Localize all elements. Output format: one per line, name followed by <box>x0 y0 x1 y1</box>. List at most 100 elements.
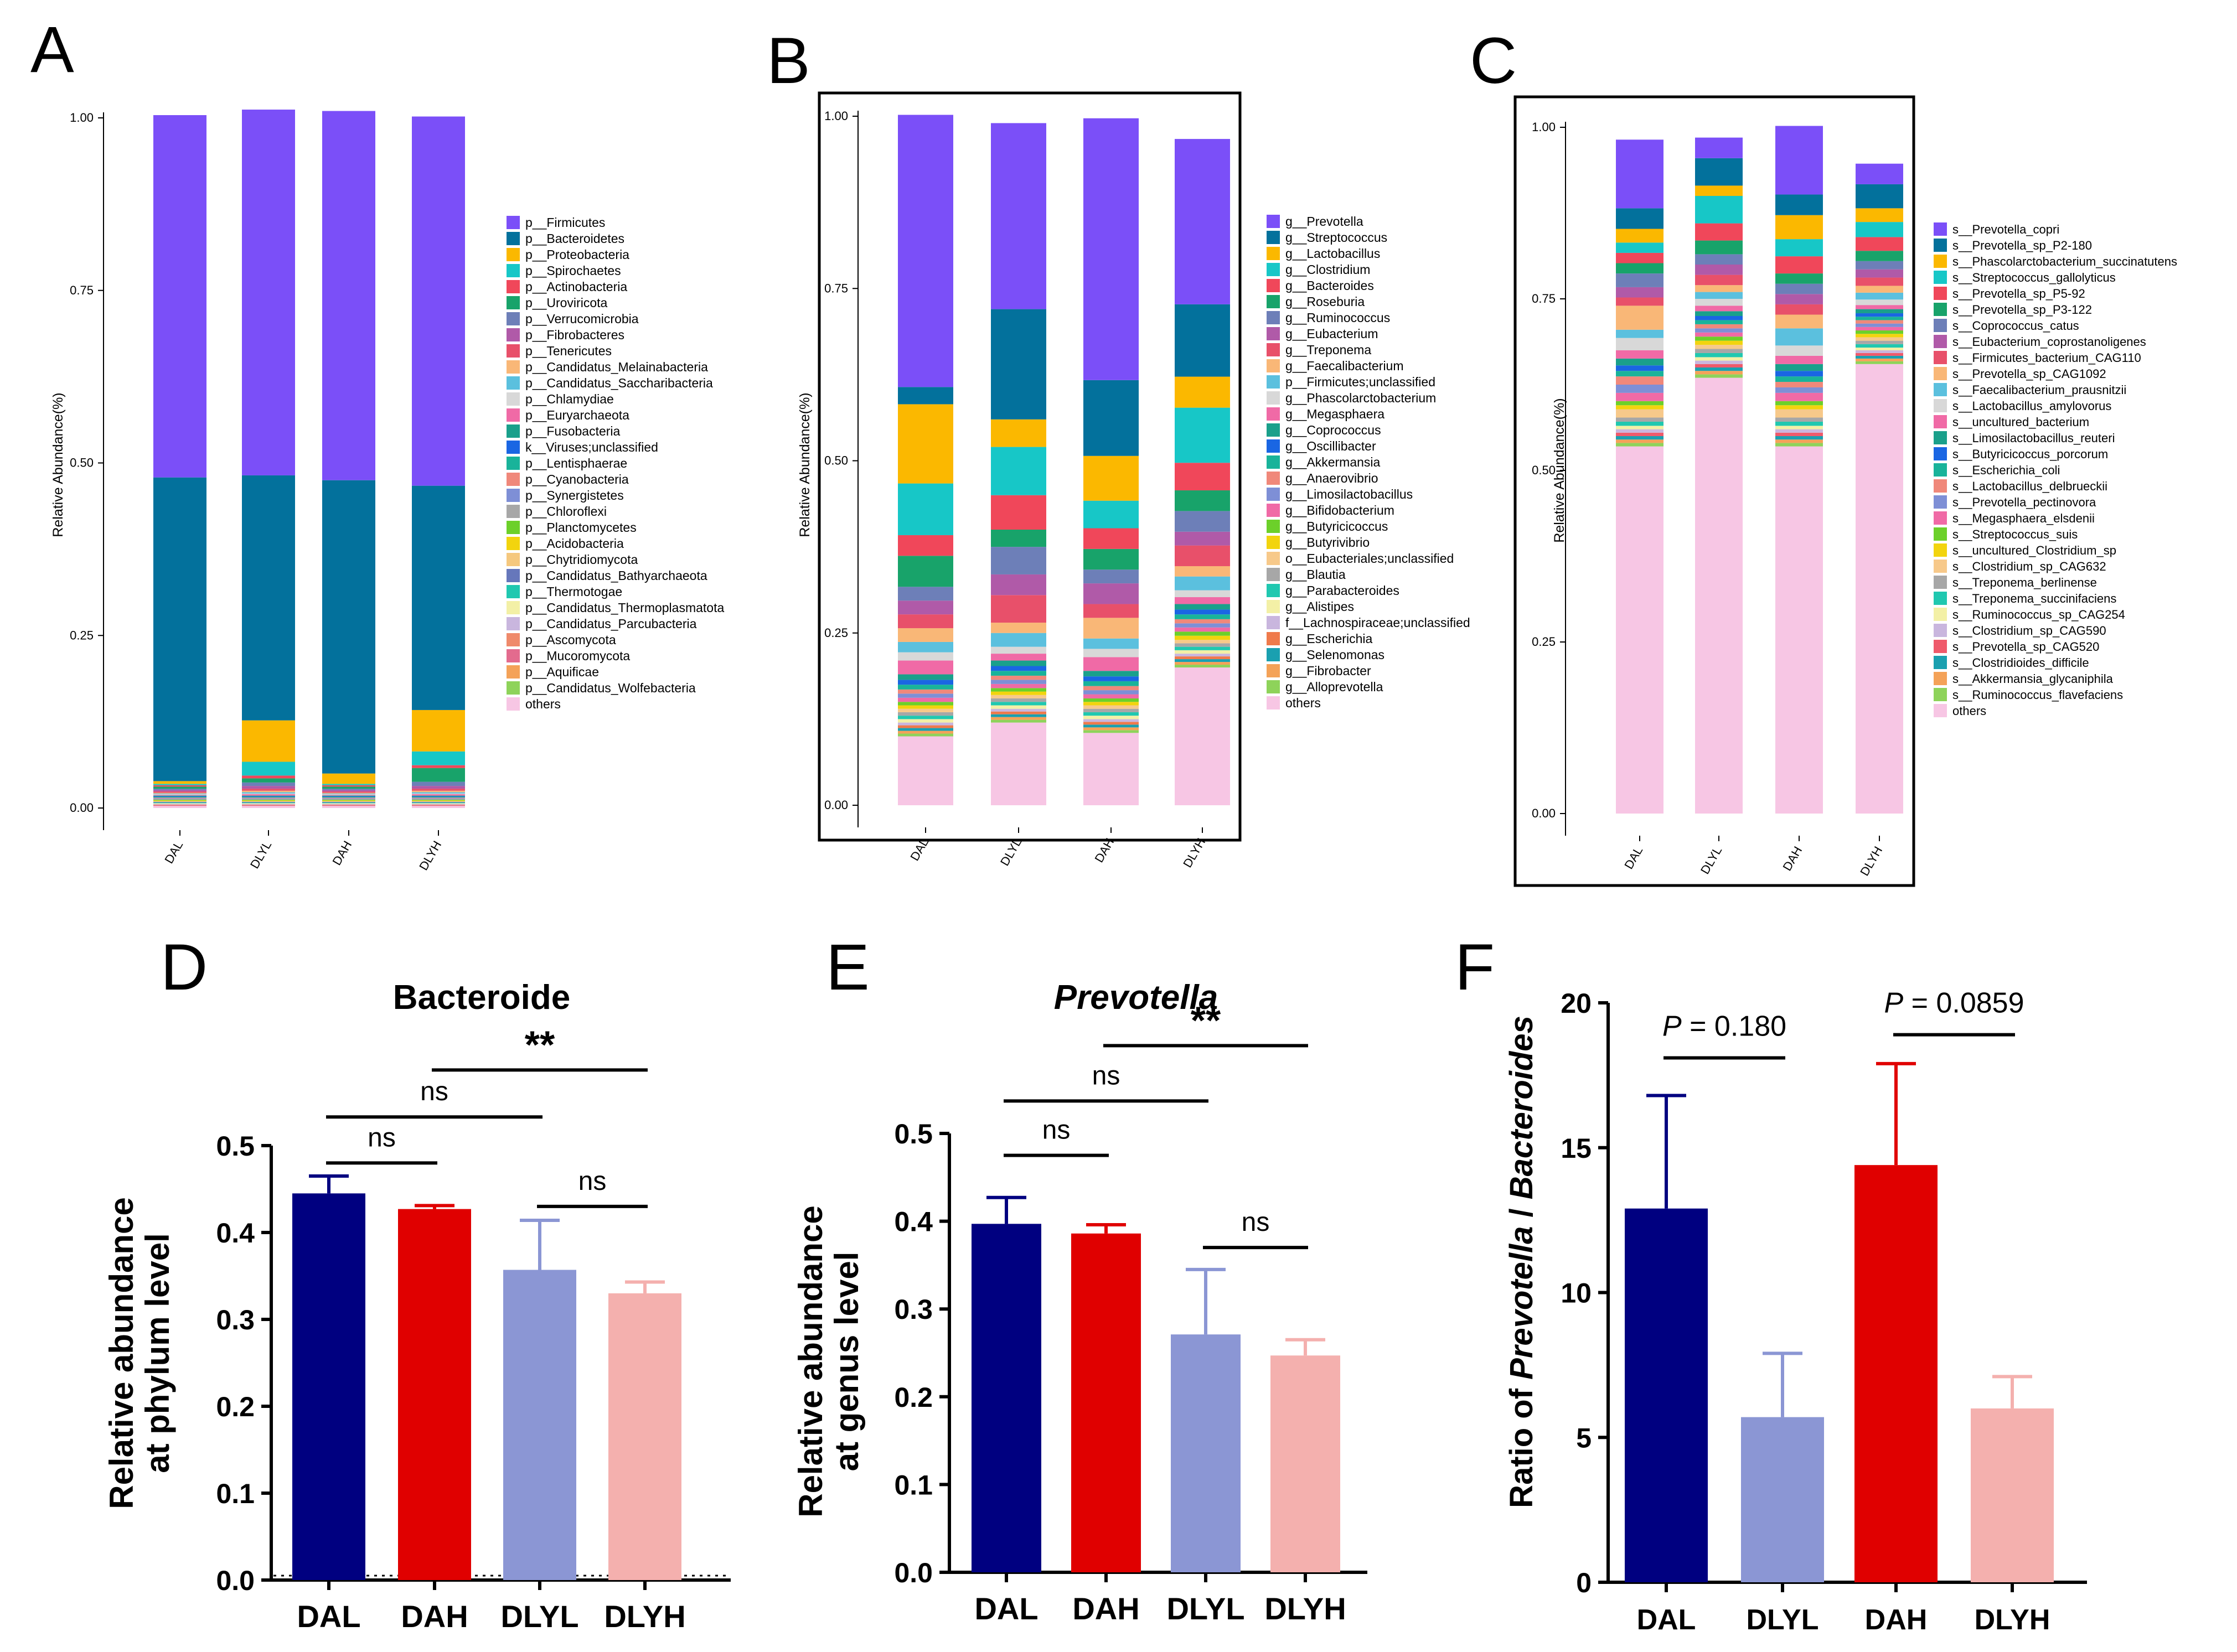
legend-label: p__Chloroflexi <box>525 504 607 519</box>
bar-segment <box>412 485 465 710</box>
y-tick-label: 0.4 <box>894 1206 933 1237</box>
bar-segment <box>991 447 1046 495</box>
legend-label: g__Fibrobacter <box>1285 664 1371 678</box>
legend-swatch <box>1934 560 1947 573</box>
x-tick-label: DAH <box>1865 1604 1928 1636</box>
legend-label: p__Ascomycota <box>525 633 616 647</box>
bar-segment <box>1616 273 1663 287</box>
bar-segment <box>153 800 206 801</box>
bar-segment <box>898 722 953 726</box>
bar-segment <box>1775 314 1823 329</box>
legend-label: p__Aquificae <box>525 665 599 679</box>
bar-segment <box>1856 313 1903 317</box>
legend-label: g__Streptococcus <box>1285 230 1387 245</box>
bar-segment <box>1175 627 1230 632</box>
legend-label: p__Synergistetes <box>525 488 624 503</box>
bar-segment <box>991 309 1046 420</box>
bar-segment <box>153 806 206 808</box>
legend-swatch <box>1934 351 1947 364</box>
bar-segment <box>1695 305 1743 312</box>
bar-segment <box>991 660 1046 666</box>
legend-label: p__Thermotogae <box>525 584 622 599</box>
legend-label: s__Prevotella_sp_P5-92 <box>1952 287 2085 301</box>
bar-segment <box>991 666 1046 671</box>
bar-segment <box>898 652 953 661</box>
legend-swatch <box>1267 504 1280 517</box>
bar-segment <box>322 111 375 480</box>
bar-segment <box>242 804 295 805</box>
p-value-number: = 0.0859 <box>1903 987 2024 1019</box>
bar-segment <box>1175 667 1230 805</box>
bar-segment <box>1695 332 1743 337</box>
bar-segment <box>1616 329 1663 338</box>
bar-segment <box>1175 490 1230 511</box>
legend-swatch <box>1267 327 1280 340</box>
legend-swatch <box>507 392 520 406</box>
legend-label: s__Treponema_succinifaciens <box>1952 592 2116 605</box>
bar-segment <box>412 794 465 796</box>
bar-segment <box>1856 237 1903 251</box>
bar-segment <box>1856 269 1903 278</box>
bar-segment <box>322 801 375 802</box>
bar-segment <box>153 805 206 806</box>
bar-segment <box>153 784 206 785</box>
legend-label: g__Escherichia <box>1285 631 1372 646</box>
bar-segment <box>322 793 375 794</box>
legend-swatch <box>507 248 520 261</box>
bar-segment <box>898 697 953 702</box>
bar-segment <box>1616 421 1663 426</box>
bar-segment <box>322 806 375 808</box>
bar-segment <box>242 805 295 806</box>
bar-segment <box>1695 316 1743 320</box>
panel-letter-a: A <box>30 13 74 86</box>
bar-segment <box>1175 463 1230 491</box>
bar-segment <box>898 641 953 652</box>
bar-segment <box>322 791 375 793</box>
legend-label: p__Proteobacteria <box>525 247 629 262</box>
legend-label: p__Candidatus_Melainabacteria <box>525 360 708 374</box>
legend-swatch <box>507 328 520 341</box>
bar-segment <box>1856 340 1903 344</box>
bar-segment <box>991 574 1046 595</box>
legend-swatch <box>1267 359 1280 372</box>
bar-segment <box>1775 429 1823 433</box>
bar-segment <box>1616 263 1663 274</box>
y-tick-label: 0.4 <box>216 1218 255 1249</box>
legend-label: others <box>525 697 561 711</box>
bar-segment <box>1175 139 1230 304</box>
bar-segment <box>1856 309 1903 314</box>
bar-segment <box>1695 324 1743 329</box>
bar-segment <box>322 803 375 804</box>
panel-letter-b: B <box>767 24 810 97</box>
bar-segment <box>242 762 295 776</box>
y-tick-label: 0.00 <box>70 801 94 815</box>
legend-swatch <box>1934 431 1947 444</box>
legend-swatch <box>1267 552 1280 565</box>
y-tick-label: 1.00 <box>1532 120 1556 134</box>
legend-swatch <box>1267 231 1280 244</box>
legend-label: p__Candidatus_Wolfebacteria <box>525 681 696 695</box>
bar <box>398 1209 471 1580</box>
bar-segment <box>1175 407 1230 463</box>
bar-segment <box>898 736 953 805</box>
legend-label: p__Chlamydiae <box>525 392 614 406</box>
x-tick-label: DLYH <box>604 1599 685 1634</box>
bar-segment <box>1775 426 1823 429</box>
bar-segment <box>898 685 953 690</box>
bar-segment <box>1083 708 1139 712</box>
bar-segment <box>991 123 1046 309</box>
bar-segment <box>153 801 206 802</box>
bar-segment <box>898 614 953 629</box>
bar-segment <box>991 719 1046 723</box>
bar-segment <box>1175 623 1230 628</box>
bar-segment <box>1175 662 1230 665</box>
legend-label: p__Firmicutes <box>525 215 605 230</box>
legend-swatch <box>1934 303 1947 316</box>
y-tick-label: 0.50 <box>824 454 848 468</box>
legend-label: others <box>1952 704 1986 718</box>
bar <box>1071 1233 1141 1572</box>
bar-segment <box>1175 531 1230 546</box>
